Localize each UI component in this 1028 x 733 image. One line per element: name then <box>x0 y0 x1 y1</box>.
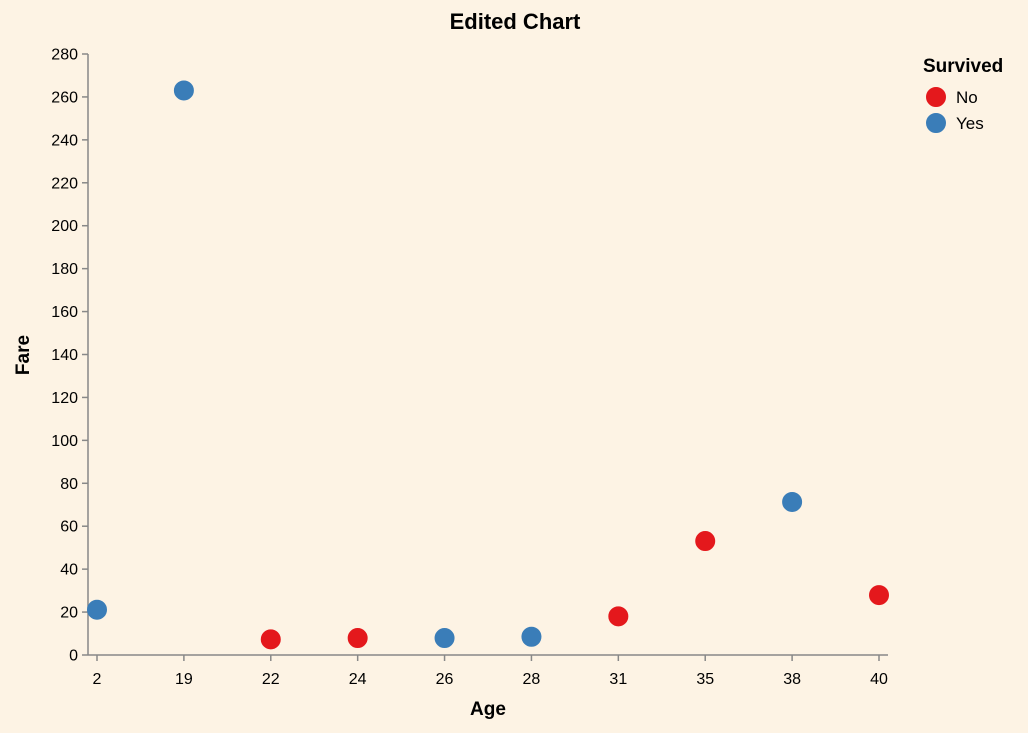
data-point-no <box>695 531 716 552</box>
y-tick-label: 200 <box>51 218 78 235</box>
y-tick-label: 280 <box>51 47 78 64</box>
y-tick-label: 260 <box>51 89 78 106</box>
data-point-yes <box>87 599 107 620</box>
x-tick-label: 40 <box>870 671 888 688</box>
legend-title: Survived <box>923 56 1003 77</box>
x-tick-label: 24 <box>349 671 367 688</box>
chart-title: Edited Chart <box>450 9 581 34</box>
legend-label-no: No <box>956 88 978 107</box>
legend-label-yes: Yes <box>956 114 984 133</box>
legend-symbol-no <box>926 87 946 107</box>
x-axis-title: Age <box>470 699 506 720</box>
y-tick-label: 160 <box>51 304 78 321</box>
data-point-yes <box>782 491 803 512</box>
x-tick-label: 22 <box>262 671 280 688</box>
x-tick-label: 28 <box>523 671 541 688</box>
y-tick-label: 100 <box>51 433 78 450</box>
data-point-yes <box>173 80 194 101</box>
data-point-no <box>869 585 889 606</box>
legend: Survived No Yes <box>923 56 1003 133</box>
data-point-no <box>260 629 281 650</box>
data-point-yes <box>521 626 542 647</box>
y-tick-label: 0 <box>69 648 78 665</box>
data-point-yes <box>434 628 455 649</box>
y-tick-label: 60 <box>60 519 78 536</box>
x-tick-label: 19 <box>175 671 193 688</box>
x-tick-label: 2 <box>93 671 102 688</box>
y-tick-label: 180 <box>51 261 78 278</box>
y-tick-label: 220 <box>51 175 78 192</box>
y-tick-label: 140 <box>51 347 78 364</box>
y-axis-title: Fare <box>13 335 34 375</box>
y-axis: 0 20 40 60 80 100 120 140 160 180 200 220 240 260 280 <box>51 47 89 665</box>
data-points <box>87 80 889 650</box>
x-tick-label: 26 <box>436 671 454 688</box>
legend-symbol-yes <box>926 113 946 133</box>
x-tick-label: 38 <box>783 671 801 688</box>
y-tick-label: 80 <box>60 476 78 493</box>
x-axis: 2 19 22 24 26 28 31 35 38 40 <box>88 654 888 688</box>
x-tick-label: 35 <box>696 671 714 688</box>
y-tick-label: 240 <box>51 132 78 149</box>
y-tick-label: 120 <box>51 390 78 407</box>
data-point-no <box>347 628 368 649</box>
x-tick-label: 31 <box>609 671 627 688</box>
y-tick-label: 20 <box>60 605 78 622</box>
data-point-no <box>608 606 629 627</box>
y-tick-label: 40 <box>60 562 78 579</box>
